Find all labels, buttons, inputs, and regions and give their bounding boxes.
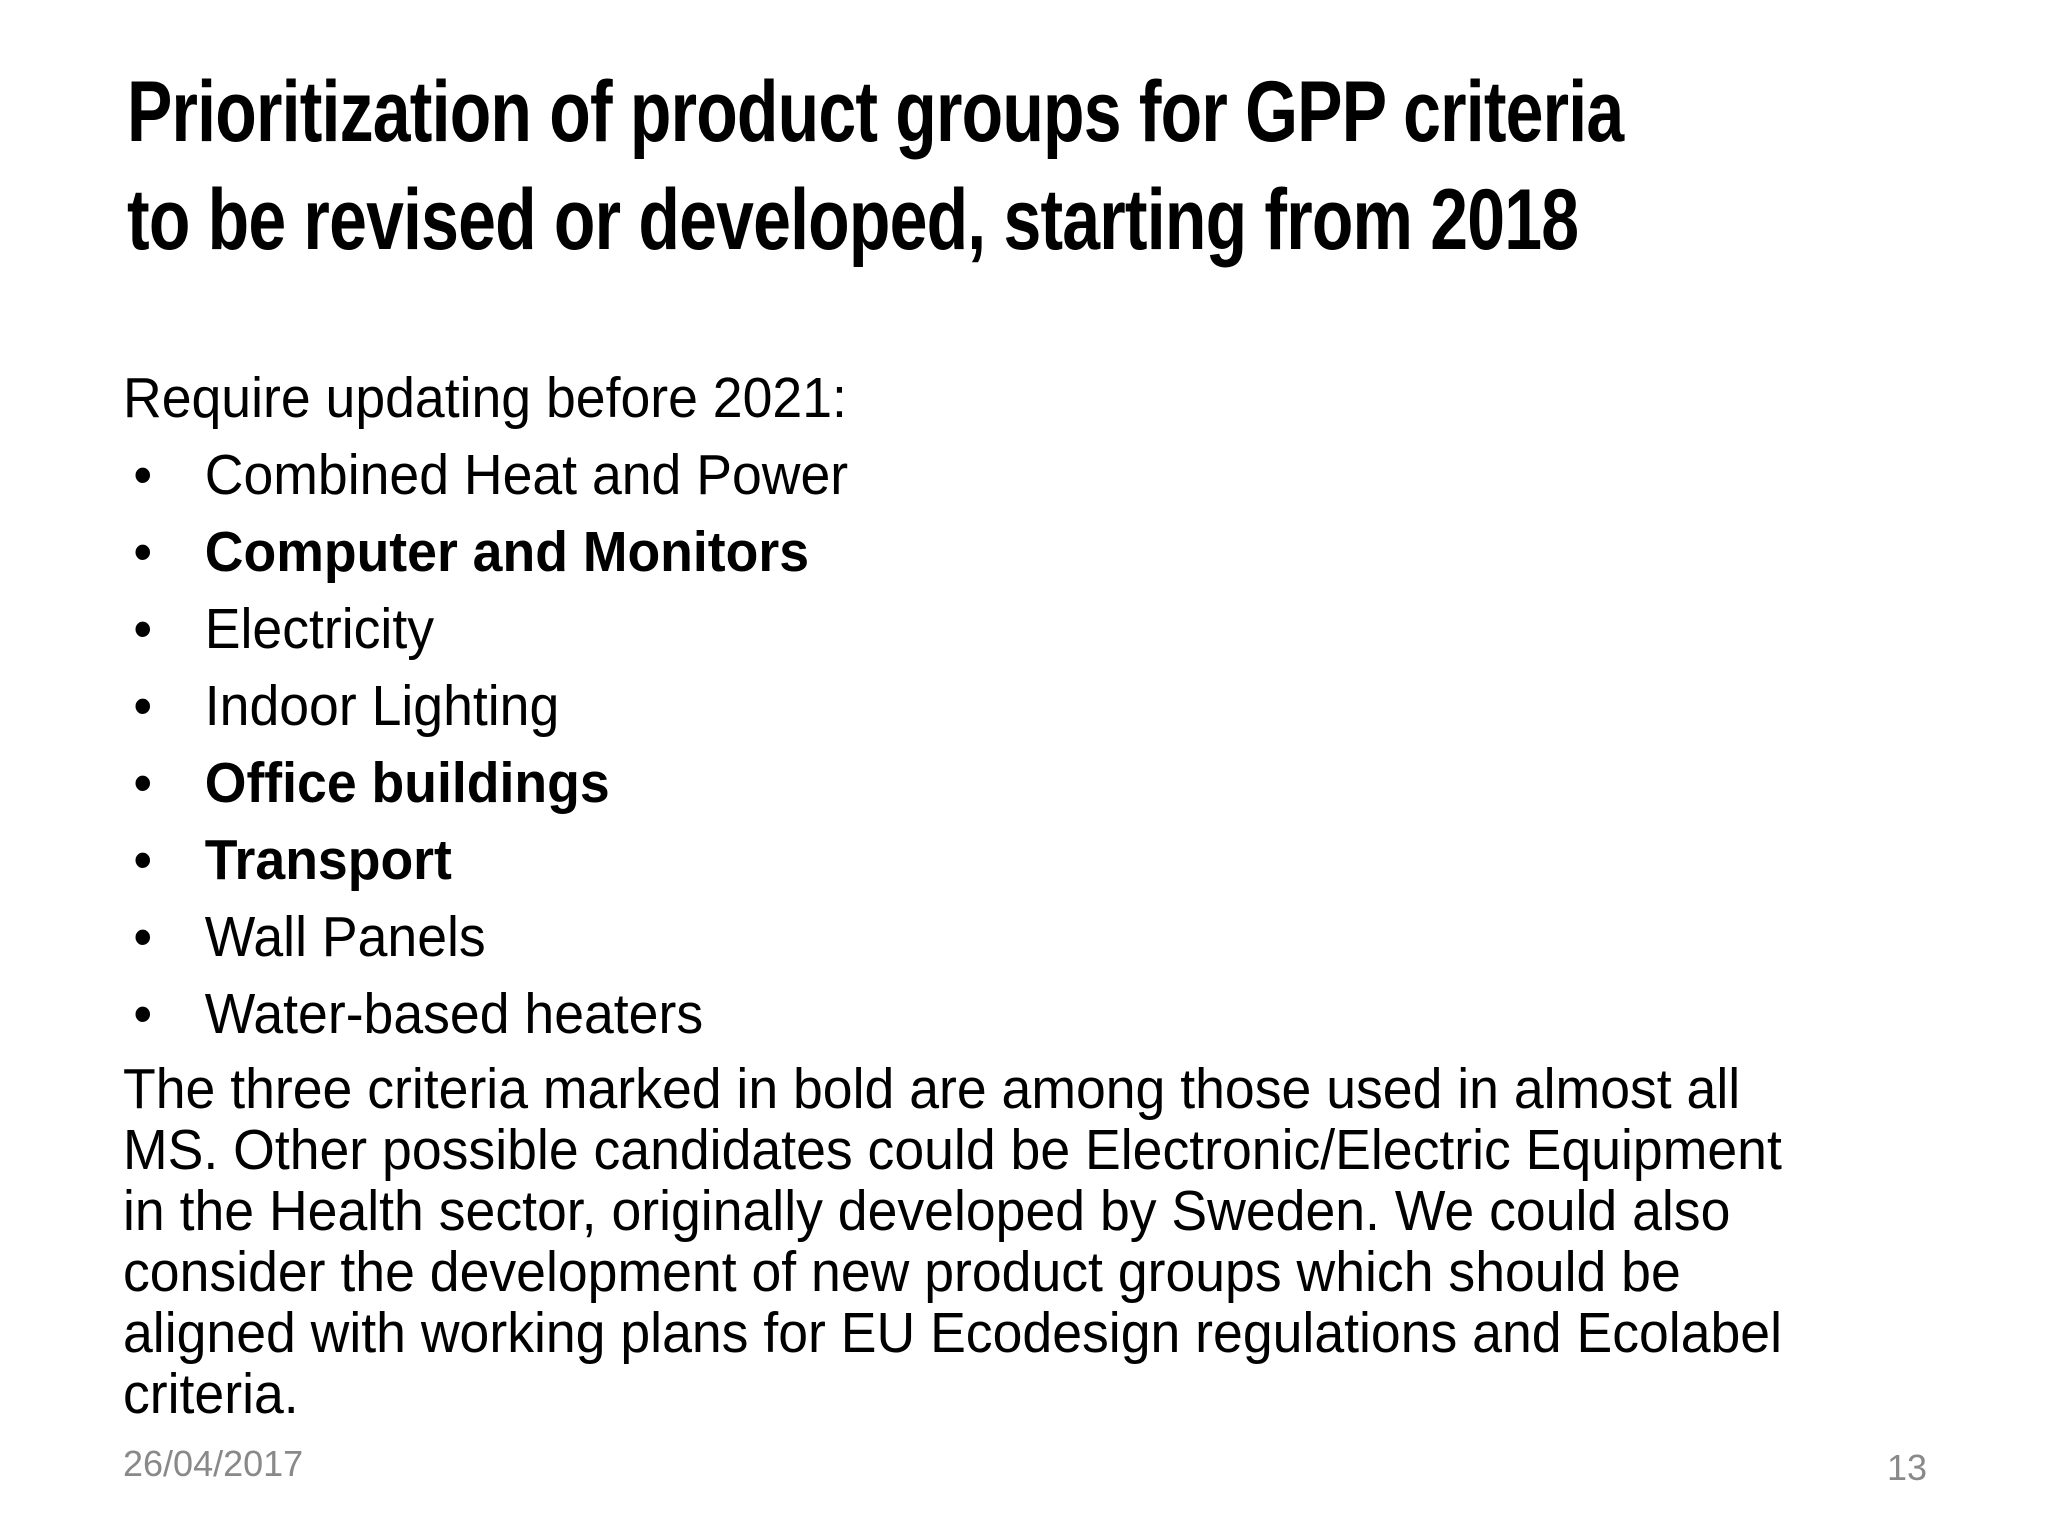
bullet-label: Computer and Monitors (204, 520, 810, 584)
list-item: • Computer and Monitors (123, 514, 1782, 591)
bullet-icon: • (133, 905, 153, 969)
bullet-icon: • (133, 828, 153, 892)
slide-title: Prioritization of product groups for GPP… (127, 58, 1624, 274)
bullet-label: Transport (204, 828, 452, 892)
paragraph-line: MS. Other possible candidates could be E… (123, 1118, 1782, 1182)
paragraph-line: The three criteria marked in bold are am… (123, 1057, 1741, 1121)
footer-date: 26/04/2017 (123, 1443, 304, 1484)
footer-page-number: 13 (1886, 1447, 1927, 1488)
closing-paragraph: The three criteria marked in bold are am… (123, 1059, 1782, 1425)
bullet-icon: • (133, 597, 153, 661)
list-item: • Wall Panels (123, 899, 1782, 976)
paragraph-line: in the Health sector, originally develop… (123, 1179, 1731, 1243)
paragraph-line: aligned with working plans for EU Ecodes… (123, 1301, 1782, 1365)
list-item: • Transport (123, 822, 1782, 899)
slide-title-line-2: to be revised or developed, starting fro… (127, 172, 1579, 268)
bullet-label: Indoor Lighting (204, 674, 560, 738)
list-item: • Indoor Lighting (123, 668, 1782, 745)
bullet-icon: • (133, 982, 153, 1046)
bullet-label: Water-based heaters (204, 982, 704, 1046)
list-item: • Electricity (123, 591, 1782, 668)
bullet-icon: • (133, 751, 153, 815)
list-item: • Water-based heaters (123, 976, 1782, 1053)
bullet-label: Office buildings (204, 751, 610, 815)
slide-body: Require updating before 2021: • Combined… (123, 360, 1782, 1425)
list-item: • Combined Heat and Power (123, 437, 1782, 514)
paragraph-line: consider the development of new product … (123, 1240, 1681, 1304)
paragraph-line: criteria. (123, 1362, 299, 1426)
bullet-label: Electricity (204, 597, 435, 661)
bullet-label: Wall Panels (204, 905, 486, 969)
slide-title-line-1: Prioritization of product groups for GPP… (127, 64, 1624, 160)
bullet-icon: • (133, 520, 153, 584)
intro-text: Require updating before 2021: (123, 366, 847, 430)
list-item: • Office buildings (123, 745, 1782, 822)
bullet-list: • Combined Heat and Power • Computer and… (123, 437, 1782, 1053)
bullet-icon: • (133, 674, 153, 738)
bullet-label: Combined Heat and Power (204, 443, 849, 507)
bullet-icon: • (133, 443, 153, 507)
